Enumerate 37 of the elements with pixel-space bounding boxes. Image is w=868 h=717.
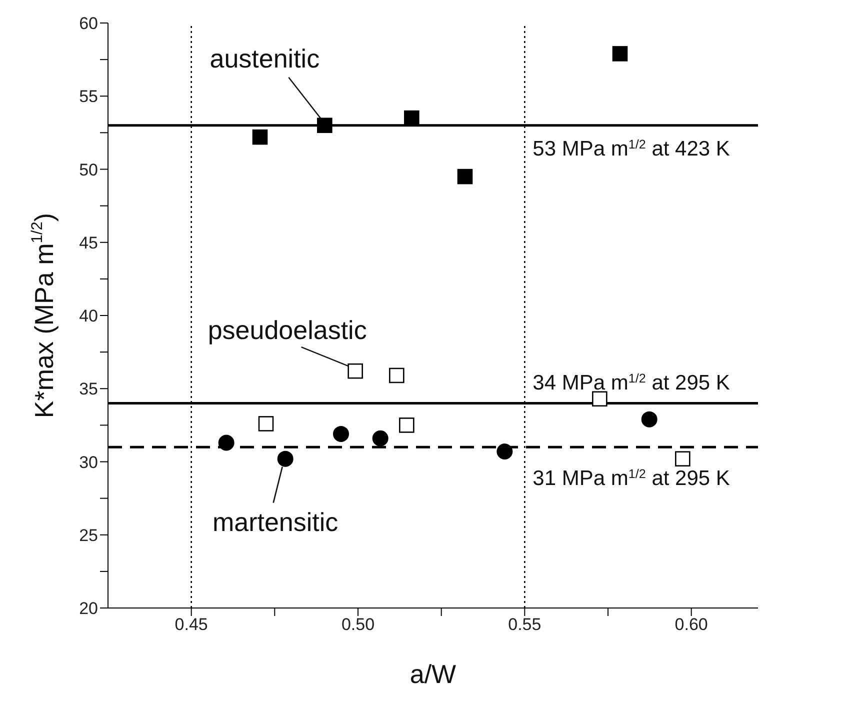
point — [252, 129, 268, 145]
point — [389, 368, 404, 384]
point — [612, 46, 628, 62]
y-tick-label: 50 — [79, 160, 98, 180]
x-tick-label: 0.55 — [508, 615, 542, 634]
point — [333, 426, 349, 442]
point — [592, 391, 608, 407]
point — [399, 418, 414, 433]
x-tick-label: 0.50 — [341, 615, 375, 634]
x-axis-title: a/W — [410, 659, 457, 689]
point — [277, 450, 294, 467]
point — [348, 363, 363, 379]
point — [372, 430, 388, 446]
point — [218, 434, 234, 451]
point — [496, 444, 513, 460]
y-tick-label: 25 — [79, 526, 98, 545]
y-tick-label: 40 — [79, 306, 98, 326]
ref-line-label: 34 MPa m$^{1/2}$ at 295 K — [532, 371, 730, 394]
annotation: martensitic — [212, 506, 338, 537]
ref-line-label: 31 MPa m$^{1/2}$ at 295 K — [532, 467, 730, 490]
point — [317, 118, 332, 134]
ref-line-label: 53 MPa m$^{1/2}$ at 423 K — [532, 137, 730, 160]
y-tick-label: 55 — [79, 87, 98, 106]
annotation: pseudoelastic — [208, 315, 367, 346]
point — [675, 451, 690, 466]
annotation: austenitic — [210, 43, 320, 74]
point — [404, 110, 420, 126]
x-tick-label: 0.60 — [674, 615, 708, 634]
y-tick-label: 20 — [79, 599, 98, 618]
point — [641, 411, 658, 428]
x-tick-label: 0.45 — [174, 615, 208, 634]
point — [258, 416, 274, 432]
y-tick-label: 45 — [79, 233, 98, 252]
point — [457, 168, 473, 184]
y-tick-label: 60 — [79, 14, 98, 34]
y-tick-label: 35 — [79, 380, 98, 399]
y-tick-label: 30 — [79, 452, 98, 472]
